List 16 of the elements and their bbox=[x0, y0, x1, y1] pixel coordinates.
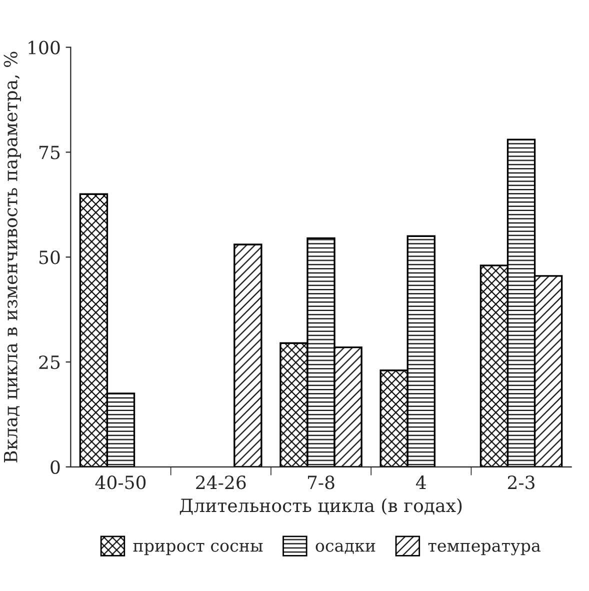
legend-label: прирост сосны bbox=[133, 542, 263, 556]
y-axis-title: Вклад цикла в изменчивость параметра, % bbox=[4, 52, 21, 462]
y-tick-label: 25 bbox=[39, 355, 60, 370]
bar bbox=[234, 244, 262, 467]
y-tick-label: 75 bbox=[40, 146, 60, 160]
y-tick-label: 50 bbox=[40, 250, 60, 264]
y-tick-label: 100 bbox=[28, 40, 60, 54]
legend-label: температура bbox=[428, 542, 540, 556]
y-tick-label: 0 bbox=[50, 460, 60, 474]
x-tick-label: 40-50 bbox=[95, 476, 146, 490]
x-axis-title: Длительность цикла (в годах) bbox=[180, 498, 462, 515]
x-tick-label: 7-8 bbox=[308, 476, 334, 490]
x-tick-label: 24-26 bbox=[196, 476, 246, 490]
legend-label: осадки bbox=[316, 542, 376, 554]
x-tick-label: 2-3 bbox=[508, 476, 534, 490]
x-tick-label: 4 bbox=[416, 476, 426, 489]
